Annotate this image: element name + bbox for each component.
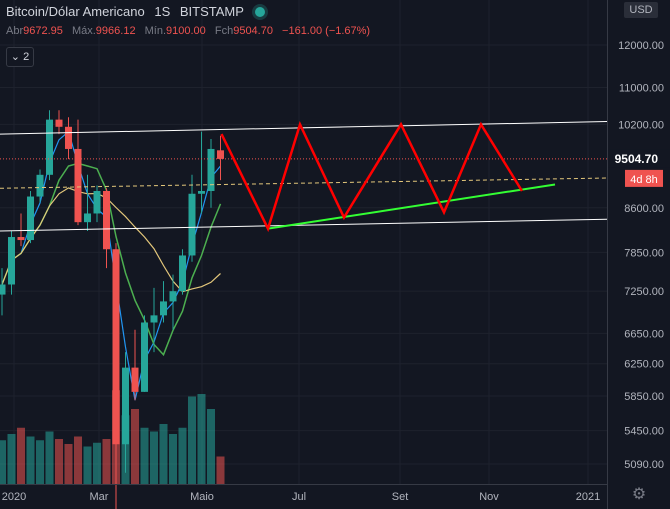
candle-body: [17, 237, 25, 241]
candle-body: [150, 315, 158, 323]
time-tick-label: Jul: [292, 491, 306, 503]
channel-upper-line: [0, 121, 608, 135]
candle-body: [93, 191, 101, 214]
volume-bar: [102, 439, 111, 484]
low-label: Mín.: [144, 25, 167, 37]
countdown-label: 4d 8h: [630, 174, 658, 186]
open-value: 9672.95: [23, 25, 63, 37]
volume-bar: [150, 431, 158, 484]
candle-body: [131, 367, 139, 392]
volume-bar: [7, 434, 16, 484]
candle-body: [27, 196, 34, 241]
volume-bar: [178, 427, 187, 484]
volume-bar: [83, 446, 92, 484]
price-tick-label: 6650.00: [624, 328, 664, 340]
candle-body: [55, 119, 63, 127]
indicator-count: 2: [23, 51, 30, 63]
volume-bar: [74, 436, 82, 484]
gear-icon[interactable]: ⚙: [631, 486, 647, 503]
projection-dashed-line: [0, 177, 608, 189]
high-label: Máx.: [71, 25, 96, 37]
ma-slow-line: [1, 187, 221, 293]
price-tick-label: 5090.00: [624, 459, 664, 471]
price-tick-label: 11000.00: [619, 83, 664, 95]
price-tick-label: 6250.00: [624, 359, 664, 371]
candle-body: [74, 148, 82, 223]
symbol-header[interactable]: Bitcoin/Dólar Americano 1S BITSTAMP: [6, 4, 266, 19]
time-tick-label: Nov: [479, 491, 499, 503]
volume-bar: [197, 394, 206, 484]
candle-body: [0, 284, 6, 295]
countdown-label-bg: [625, 169, 663, 187]
candle-body: [141, 322, 148, 392]
volume-bar: [26, 436, 35, 484]
high-value: 9966.12: [95, 25, 136, 37]
time-tick-label: Mar: [90, 491, 109, 503]
price-tick-label: 12000.00: [618, 40, 664, 52]
time-tick-label: 2021: [576, 491, 600, 503]
price-tick-label: 7850.00: [624, 247, 664, 259]
exchange-label: BITSTAMP: [179, 4, 244, 19]
candle-body: [36, 174, 44, 197]
candle-body: [65, 126, 72, 149]
time-tick-label: Set: [392, 491, 409, 503]
candle-body: [160, 301, 167, 316]
drawing-trendline: [267, 183, 556, 230]
time-tick-label: Maio: [190, 491, 214, 503]
volume-bar: [131, 409, 139, 484]
volume-bar: [140, 427, 149, 484]
candle-body: [46, 119, 53, 175]
candle-body: [217, 150, 224, 159]
price-tick-label: 5850.00: [624, 391, 664, 403]
drawing-zigzag: [220, 120, 524, 233]
close-label: Fch: [214, 25, 234, 37]
candle-body: [188, 193, 196, 256]
volume-bar: [17, 427, 25, 484]
candle-body: [112, 249, 120, 445]
candle-body: [169, 291, 177, 302]
interval-label[interactable]: 1S: [154, 4, 171, 19]
time-tick-label: 2020: [2, 491, 26, 503]
volume-bar: [93, 442, 101, 484]
price-tick-label: 10200.00: [618, 119, 664, 131]
current-price-label: 9504.70: [615, 152, 659, 166]
candle-body: [103, 191, 110, 250]
market-status-icon: [255, 7, 266, 17]
volume-bar: [36, 440, 44, 484]
volume-bar: [45, 431, 54, 484]
open-label: Abr: [6, 25, 24, 37]
price-tick-label: 7250.00: [624, 286, 664, 298]
volume-bar: [207, 409, 215, 484]
candle-body: [122, 367, 129, 445]
volume-bar: [64, 444, 73, 484]
chevron-down-icon: ⌄: [10, 51, 21, 63]
candle-body: [179, 255, 186, 292]
currency-button[interactable]: USD: [624, 2, 658, 18]
volume-bar: [0, 440, 6, 484]
candle-body: [8, 237, 15, 285]
price-axis-panel: [607, 0, 670, 509]
low-value: 9100.00: [166, 25, 206, 37]
volume-bar: [169, 434, 177, 484]
price-tick-label: 5450.00: [624, 426, 664, 438]
volume-bar: [216, 456, 225, 484]
volume-bar: [188, 396, 196, 484]
current-price-label-bg: [608, 149, 670, 168]
close-value: 9504.70: [233, 25, 273, 37]
volume-bar: [55, 439, 63, 484]
indicators-collapse-button[interactable]: ⌄ 2: [6, 47, 34, 67]
candle-body: [207, 148, 215, 192]
change-value: −161.00 (−1.67%): [282, 25, 371, 37]
volume-bar: [159, 424, 168, 484]
channel-lower-line: [0, 218, 608, 232]
symbol-name: Bitcoin/Dólar Americano: [6, 4, 145, 19]
ohlc-readout: Abr9672.95 Máx.9966.12 Mín.9100.00 Fch95…: [6, 25, 376, 37]
candle-body: [84, 213, 91, 223]
candle-body: [198, 191, 205, 194]
price-tick-label: 8600.00: [624, 203, 664, 215]
